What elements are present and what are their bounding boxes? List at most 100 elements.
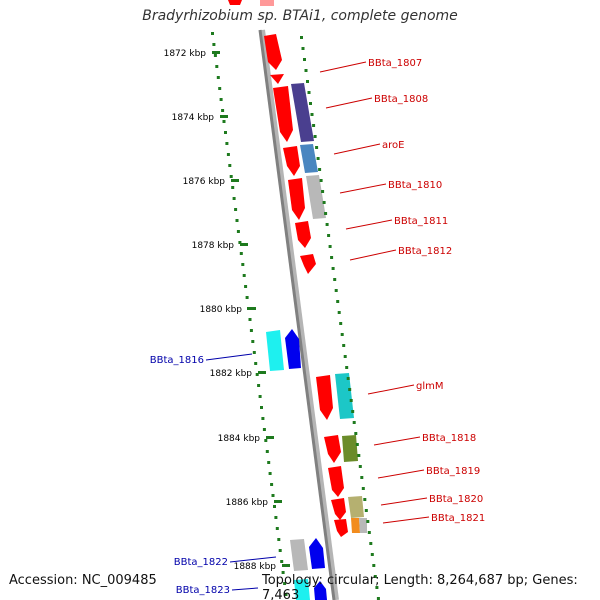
- gene-label[interactable]: BBta_1812: [398, 246, 452, 257]
- gene-arrow-forward[interactable]: [300, 254, 316, 274]
- scale-dot: [312, 124, 316, 127]
- scale-dot: [351, 410, 355, 413]
- scale-dot: [278, 549, 282, 552]
- scale-dot: [284, 593, 288, 596]
- gene-label[interactable]: glmM: [416, 381, 444, 392]
- gene-label[interactable]: BBta_1820: [429, 494, 483, 505]
- scale-dot: [303, 58, 306, 61]
- gene-arrow-forward[interactable]: [334, 519, 348, 537]
- scale-dot: [218, 87, 222, 90]
- scale-dot: [348, 388, 352, 391]
- scale-dot: [337, 311, 341, 314]
- scale-dot: [231, 186, 235, 189]
- gene-label[interactable]: BBta_1823: [176, 585, 230, 596]
- gene-leader-line: [325, 97, 373, 109]
- scale-dot: [271, 494, 275, 497]
- feature-box[interactable]: [294, 579, 310, 600]
- gene-arrow-forward[interactable]: [228, 0, 242, 5]
- gene-leader-line: [345, 219, 393, 230]
- scale-dot: [375, 586, 379, 589]
- scale-dot: [333, 278, 337, 281]
- gene-leader-line: [382, 516, 430, 524]
- scale-dot: [367, 531, 371, 534]
- gene-label[interactable]: BBta_1818: [422, 433, 476, 444]
- gene-arrow-forward[interactable]: [295, 221, 311, 248]
- feature-box[interactable]: [290, 539, 308, 571]
- scale-dot: [254, 362, 258, 365]
- gene-arrow-reverse[interactable]: [314, 581, 327, 600]
- scale-dot: [322, 201, 326, 204]
- gene-arrow-reverse[interactable]: [309, 538, 325, 569]
- gene-label[interactable]: BBta_1807: [368, 58, 422, 69]
- gene-leader-line: [205, 353, 253, 361]
- scale-dot: [376, 597, 380, 600]
- gene-label[interactable]: BBta_1821: [431, 513, 485, 524]
- scale-dot: [316, 157, 320, 160]
- scale-dot: [252, 351, 256, 354]
- feature-box[interactable]: [351, 518, 360, 533]
- feature-box[interactable]: [348, 496, 364, 518]
- scale-tick: [248, 307, 256, 310]
- scale-labels: 1872 kbp 1874 kbp 1876 kbp 1878 kbp 1880 kbp…: [164, 49, 277, 572]
- scale-tick: [274, 500, 282, 503]
- scale-dot: [318, 168, 322, 171]
- scale-dot: [241, 263, 245, 266]
- scale-dot: [304, 69, 308, 72]
- scale-dot: [277, 538, 281, 541]
- gene-arrow-reverse[interactable]: [285, 329, 301, 369]
- gene-label[interactable]: BBta_1808: [374, 94, 428, 105]
- gene-arrow-forward[interactable]: [264, 34, 282, 70]
- gene-label[interactable]: BBta_1822: [174, 557, 228, 568]
- gene-arrow-forward[interactable]: [260, 0, 274, 6]
- scale-dot: [373, 575, 377, 578]
- scale-dot: [307, 91, 311, 94]
- gene-leader-line: [339, 183, 387, 194]
- gene-arrow-forward[interactable]: [273, 86, 293, 142]
- forward-gene-labels: BBta_1807 BBta_1808 aroE BBta_1810 BBta_1811…: [319, 58, 485, 524]
- scale-dot: [244, 285, 248, 288]
- scale-dot: [280, 560, 284, 563]
- scale-dot: [249, 329, 253, 332]
- feature-box[interactable]: [335, 373, 354, 419]
- scale-dot: [229, 175, 233, 178]
- scale-dot: [232, 197, 236, 200]
- feature-box[interactable]: [300, 144, 318, 173]
- scale-dot: [309, 102, 312, 105]
- scale-dot: [258, 395, 262, 398]
- gene-arrow-forward[interactable]: [283, 146, 300, 176]
- feature-box[interactable]: [306, 175, 326, 219]
- feature-box[interactable]: [266, 330, 284, 371]
- scale-dot: [224, 131, 227, 134]
- gene-label[interactable]: BBta_1811: [394, 216, 448, 227]
- gene-arrow-forward[interactable]: [324, 435, 341, 463]
- scale-dot: [261, 417, 265, 420]
- scale-label: 1882 kbp: [210, 369, 253, 379]
- gene-label[interactable]: BBta_1816: [150, 355, 204, 366]
- scale-tick: [266, 436, 274, 439]
- scale-dot: [225, 142, 229, 145]
- gene-arrow-forward[interactable]: [288, 178, 305, 220]
- feature-box[interactable]: [291, 83, 314, 142]
- scale-dot: [248, 318, 252, 321]
- scale-label: 1880 kbp: [200, 305, 243, 315]
- gene-arrow-forward[interactable]: [331, 498, 346, 520]
- gene-arrow-forward[interactable]: [316, 375, 333, 420]
- gene-leader-line: [349, 249, 397, 261]
- scale-dot: [339, 322, 343, 325]
- scale-dot: [222, 120, 226, 123]
- scale-dot: [245, 296, 249, 299]
- feature-box[interactable]: [342, 435, 358, 462]
- gene-leader-line: [333, 143, 381, 155]
- gene-leader-line: [319, 61, 367, 73]
- gene-arrow-forward[interactable]: [270, 74, 284, 84]
- feature-box[interactable]: [359, 518, 367, 533]
- gene-label[interactable]: BBta_1819: [426, 466, 480, 477]
- scale-dot: [301, 47, 305, 50]
- scale-label: 1886 kbp: [226, 498, 269, 508]
- scale-dot: [349, 399, 353, 402]
- gene-arrow-forward[interactable]: [328, 466, 344, 497]
- scale-dot: [324, 212, 328, 215]
- gene-label[interactable]: aroE: [382, 140, 404, 151]
- scale-dot: [283, 582, 287, 585]
- gene-label[interactable]: BBta_1810: [388, 180, 442, 191]
